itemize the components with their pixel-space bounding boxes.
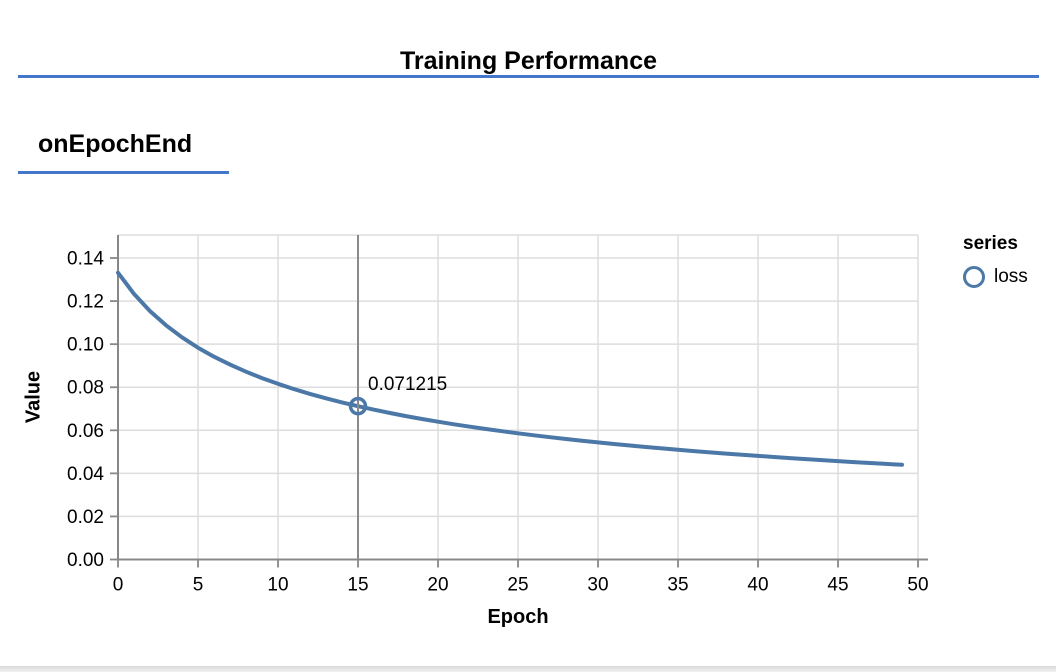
legend-entry-label: loss bbox=[994, 266, 1028, 287]
x-tick-label: 35 bbox=[667, 575, 688, 596]
x-tick-label: 20 bbox=[427, 575, 448, 596]
x-axis-title: Epoch bbox=[487, 606, 549, 628]
y-tick-label: 0.04 bbox=[67, 464, 104, 485]
y-tick-label: 0.14 bbox=[67, 249, 104, 270]
surface-title: Training Performance bbox=[399, 46, 658, 75]
x-tick-label: 5 bbox=[193, 575, 204, 596]
legend-entry-loss: loss bbox=[963, 266, 1028, 288]
tooltip-value: 0.071215 bbox=[368, 374, 448, 396]
x-tick-label: 30 bbox=[587, 575, 608, 596]
x-tick-label: 10 bbox=[267, 575, 288, 596]
x-tick-label: 15 bbox=[347, 575, 368, 596]
legend-title: series bbox=[963, 233, 1018, 254]
highlight-marker bbox=[348, 235, 368, 560]
y-tick-label: 0.00 bbox=[67, 550, 104, 571]
x-tick-label: 0 bbox=[113, 575, 124, 596]
open-circle-icon bbox=[963, 266, 985, 288]
bottom-edge-strip bbox=[0, 666, 1056, 672]
y-tick-label: 0.02 bbox=[67, 507, 104, 528]
loss-line bbox=[116, 270, 904, 467]
highlight-point bbox=[348, 396, 368, 416]
chart-legend: series loss bbox=[963, 233, 1028, 288]
x-axis: 0 5 10 15 20 25 30 35 40 45 50 bbox=[113, 558, 929, 596]
x-tick-label: 45 bbox=[827, 575, 848, 596]
y-axis: 0.00 0.02 0.04 0.06 0.08 0.10 0.12 0.14 bbox=[67, 235, 119, 571]
chart-gridlines bbox=[117, 234, 919, 561]
x-tick-label: 40 bbox=[747, 575, 768, 596]
y-tick-label: 0.06 bbox=[67, 421, 104, 442]
y-tick-label: 0.12 bbox=[67, 292, 104, 313]
tab-onEpochEnd: onEpochEnd bbox=[38, 130, 193, 158]
y-tick-label: 0.10 bbox=[67, 335, 104, 356]
title-divider bbox=[18, 75, 1039, 78]
tab-underline bbox=[18, 171, 229, 174]
plot-area[interactable] bbox=[118, 235, 918, 560]
x-tick-label: 25 bbox=[507, 575, 528, 596]
y-tick-label: 0.08 bbox=[67, 378, 104, 399]
x-tick-label: 50 bbox=[907, 575, 928, 596]
y-axis-title: Value bbox=[22, 370, 45, 424]
